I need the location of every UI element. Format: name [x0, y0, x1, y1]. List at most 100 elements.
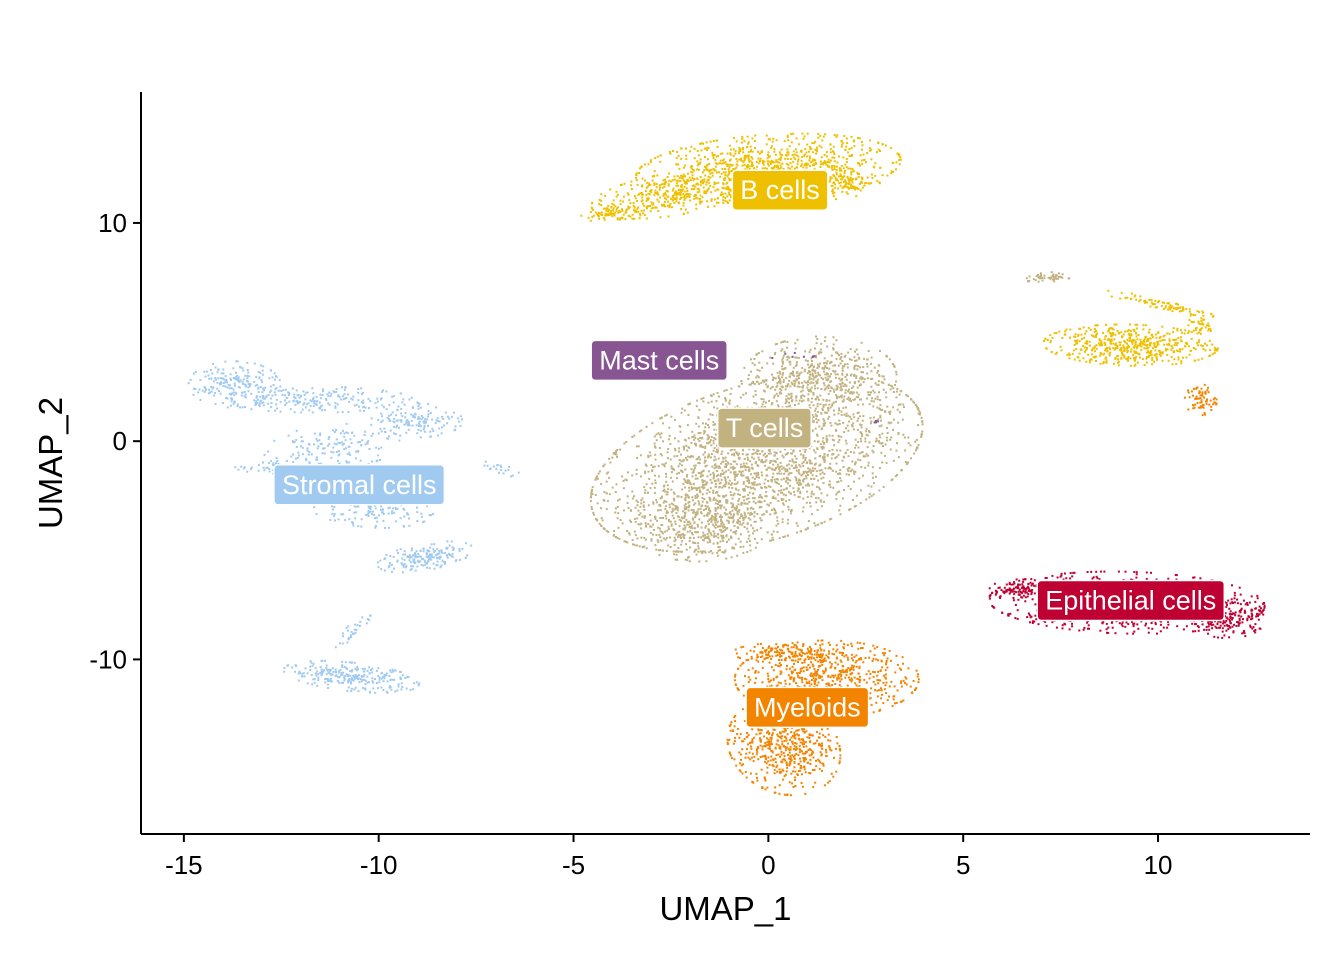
cell-point — [713, 153, 716, 156]
cell-point — [850, 359, 853, 361]
cell-point — [815, 415, 818, 418]
cell-point — [721, 186, 724, 189]
cell-point — [825, 379, 828, 381]
cell-point — [1152, 342, 1155, 345]
cell-point — [724, 174, 727, 176]
cell-point — [784, 453, 787, 456]
cell-point — [749, 507, 752, 510]
cell-point — [838, 354, 840, 357]
cell-point — [867, 454, 869, 457]
cell-point — [781, 406, 784, 409]
cell-point — [722, 196, 725, 198]
cell-point — [696, 525, 699, 528]
cell-point — [824, 133, 827, 136]
cell-point — [868, 496, 871, 499]
cell-point — [842, 167, 845, 170]
cell-point — [854, 446, 857, 449]
cell-point — [776, 164, 779, 167]
cell-point — [690, 441, 693, 444]
cell-point — [1068, 354, 1071, 356]
cell-point — [731, 164, 734, 167]
cell-point — [727, 185, 730, 188]
cell-point — [692, 541, 694, 544]
cell-point — [829, 151, 832, 154]
cell-point — [843, 365, 846, 368]
cell-point — [851, 392, 854, 395]
cell-point — [871, 466, 874, 469]
cell-point — [1197, 344, 1199, 347]
cell-point — [649, 184, 652, 186]
cell-point — [720, 504, 723, 507]
cell-point — [736, 164, 739, 167]
cell-point — [700, 536, 703, 539]
cell-point — [696, 477, 699, 480]
cell-point — [882, 382, 885, 385]
cell-point — [691, 475, 694, 478]
cell-point — [775, 160, 778, 163]
cell-point — [674, 520, 677, 523]
cell-point — [698, 440, 701, 442]
cell-point — [702, 531, 705, 534]
cell-point — [647, 197, 650, 200]
cell-point — [861, 178, 864, 181]
cell-point — [732, 494, 735, 497]
cell-point — [819, 443, 822, 446]
cell-point — [644, 463, 647, 466]
cell-point — [694, 185, 697, 188]
cell-point — [683, 196, 686, 199]
cell-point — [674, 505, 677, 507]
cell-point — [852, 413, 855, 416]
cell-point — [717, 155, 720, 158]
cell-point — [751, 483, 754, 486]
cell-point — [678, 518, 681, 521]
cell-point — [793, 167, 796, 170]
cell-point — [721, 152, 724, 155]
cell-point — [743, 502, 746, 505]
cell-point — [1085, 360, 1088, 363]
cell-point — [848, 508, 850, 511]
cell-point — [822, 163, 824, 166]
cell-point — [635, 473, 638, 475]
cell-point — [742, 522, 745, 525]
cell-point — [716, 139, 719, 142]
cell-point — [878, 182, 881, 185]
cell-point — [850, 387, 853, 389]
cell-point — [1138, 356, 1141, 359]
cell-point — [592, 208, 594, 211]
cell-point — [859, 431, 862, 434]
cell-point — [616, 218, 619, 221]
cell-point — [796, 524, 799, 527]
cell-point — [1081, 338, 1083, 341]
cell-point — [616, 505, 619, 508]
cell-point — [766, 160, 769, 163]
cell-point — [662, 422, 664, 425]
cell-point — [702, 182, 705, 185]
cell-point — [794, 158, 797, 161]
cell-point — [723, 471, 726, 474]
cell-point — [621, 475, 624, 478]
cell-point — [1126, 330, 1129, 333]
cell-point — [697, 550, 700, 553]
cell-point — [614, 491, 617, 493]
cell-point — [740, 473, 743, 476]
cell-point — [616, 207, 618, 210]
cell-point — [740, 502, 743, 505]
cell-point — [871, 377, 874, 380]
cell-point — [795, 365, 798, 367]
cell-point — [609, 188, 612, 191]
cell-point — [782, 477, 785, 480]
cell-point — [811, 430, 814, 433]
cell-point — [849, 187, 852, 189]
cell-point — [656, 519, 659, 522]
cell-point — [662, 193, 665, 196]
cell-point — [913, 401, 916, 404]
cell-point — [1202, 348, 1205, 351]
cell-point — [657, 509, 659, 512]
cell-point — [859, 398, 861, 401]
cell-point — [807, 474, 809, 476]
cell-point — [638, 172, 641, 174]
cell-point — [730, 535, 732, 538]
cell-point — [767, 452, 770, 455]
cell-point — [859, 423, 861, 426]
cell-point — [698, 462, 701, 465]
